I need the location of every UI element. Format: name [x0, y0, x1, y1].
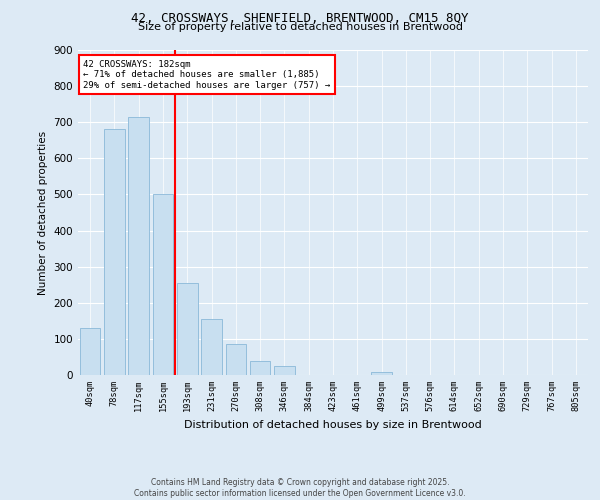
Bar	[274, 366, 295, 375]
Bar	[250, 360, 271, 375]
Text: 42, CROSSWAYS, SHENFIELD, BRENTWOOD, CM15 8QY: 42, CROSSWAYS, SHENFIELD, BRENTWOOD, CM1…	[131, 12, 469, 26]
Bar	[177, 283, 197, 375]
Y-axis label: Number of detached properties: Number of detached properties	[38, 130, 48, 294]
Bar	[128, 117, 149, 375]
Text: 42 CROSSWAYS: 182sqm
← 71% of detached houses are smaller (1,885)
29% of semi-de: 42 CROSSWAYS: 182sqm ← 71% of detached h…	[83, 60, 331, 90]
X-axis label: Distribution of detached houses by size in Brentwood: Distribution of detached houses by size …	[184, 420, 482, 430]
Bar	[152, 194, 173, 375]
Bar	[201, 319, 222, 375]
Text: Size of property relative to detached houses in Brentwood: Size of property relative to detached ho…	[137, 22, 463, 32]
Bar	[80, 328, 100, 375]
Bar	[371, 372, 392, 375]
Bar	[104, 130, 125, 375]
Text: Contains HM Land Registry data © Crown copyright and database right 2025.
Contai: Contains HM Land Registry data © Crown c…	[134, 478, 466, 498]
Bar	[226, 344, 246, 375]
